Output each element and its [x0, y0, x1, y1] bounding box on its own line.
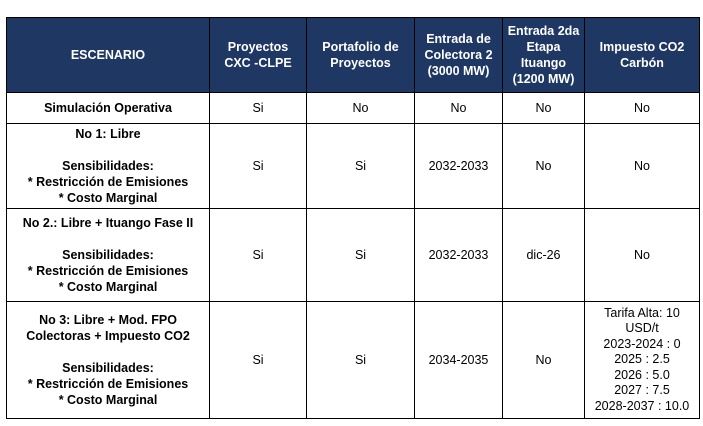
- table-cell: Si: [306, 208, 415, 302]
- sensitivity-item: * Restricción de Emisiones: [27, 264, 189, 278]
- table-row: Simulación Operativa Si No No No No: [6, 92, 700, 124]
- sensitivities-label: Sensibilidades:: [62, 361, 154, 375]
- line-spacer: [10, 344, 206, 360]
- scenario-cell: No 1: Libre Sensibilidades: * Restricció…: [6, 123, 210, 209]
- co2-tariff-line: 2025 : 2.5: [614, 352, 670, 367]
- table-cell: No: [584, 123, 700, 209]
- table-cell: Si: [209, 301, 307, 419]
- co2-tariff-line: 2028-2037 : 10.0: [594, 398, 690, 413]
- table-cell: No: [502, 123, 585, 209]
- table-cell: Si: [306, 301, 415, 419]
- table-cell: No: [306, 92, 415, 124]
- table-cell: No: [502, 301, 585, 419]
- table-header-row: ESCENARIO Proyectos CXC -CLPE Portafolio…: [6, 17, 700, 93]
- line-spacer: [10, 231, 206, 247]
- header-proyectos-cxc-clpe: Proyectos CXC -CLPE: [209, 17, 307, 93]
- scenario-title: Simulación Operativa: [44, 101, 172, 115]
- table-cell: Si: [209, 123, 307, 209]
- header-entrada-ituango: Entrada 2da Etapa Ituango (1200 MW): [502, 17, 585, 93]
- co2-tariff-line: Tarifa Alta: 10 USD/t: [604, 305, 680, 336]
- header-escenario: ESCENARIO: [6, 17, 210, 93]
- sensitivities-label: Sensibilidades:: [62, 159, 154, 173]
- sensitivity-item: * Costo Marginal: [58, 280, 158, 294]
- table-cell: No: [584, 92, 700, 124]
- table-cell: Si: [209, 92, 307, 124]
- table-cell: Si: [306, 123, 415, 209]
- table-cell: No: [584, 208, 700, 302]
- table-cell: No: [414, 92, 503, 124]
- scenario-title: No 3: Libre + Mod. FPO Colectoras + Impu…: [26, 313, 190, 343]
- table-row: No 2.: Libre + Ituango Fase II Sensibili…: [6, 208, 700, 302]
- table-cell: 2032-2033: [414, 208, 503, 302]
- scenario-cell: Simulación Operativa: [6, 92, 210, 124]
- line-spacer: [10, 142, 206, 158]
- table-cell: 2034-2035: [414, 301, 503, 419]
- co2-tariff-line: 2023-2024 : 0: [603, 336, 681, 351]
- co2-tax-cell: Tarifa Alta: 10 USD/t 2023-2024 : 0 2025…: [584, 301, 700, 419]
- scenario-title: No 2.: Libre + Ituango Fase II: [22, 216, 194, 230]
- header-entrada-colectora-2: Entrada de Colectora 2 (3000 MW): [414, 17, 503, 93]
- scenario-cell: No 3: Libre + Mod. FPO Colectoras + Impu…: [6, 301, 210, 419]
- co2-tariff-line: 2026 : 5.0: [614, 367, 670, 382]
- sensitivities-label: Sensibilidades:: [62, 248, 154, 262]
- sensitivity-item: * Costo Marginal: [58, 191, 158, 205]
- scenario-cell: No 2.: Libre + Ituango Fase II Sensibili…: [6, 208, 210, 302]
- scenario-table: ESCENARIO Proyectos CXC -CLPE Portafolio…: [6, 17, 700, 419]
- header-impuesto-co2: Impuesto CO2 Carbón: [584, 17, 700, 93]
- scenario-title: No 1: Libre: [75, 127, 141, 141]
- sensitivity-item: * Restricción de Emisiones: [27, 377, 189, 391]
- table-cell: 2032-2033: [414, 123, 503, 209]
- co2-tariff-line: 2027 : 7.5: [614, 383, 670, 398]
- table-row: No 1: Libre Sensibilidades: * Restricció…: [6, 123, 700, 209]
- table-cell: Si: [209, 208, 307, 302]
- table-row: No 3: Libre + Mod. FPO Colectoras + Impu…: [6, 301, 700, 419]
- table-cell: dic-26: [502, 208, 585, 302]
- sensitivity-item: * Restricción de Emisiones: [27, 175, 189, 189]
- sensitivity-item: * Costo Marginal: [58, 393, 158, 407]
- table-cell: No: [502, 92, 585, 124]
- header-portafolio-proyectos: Portafolio de Proyectos: [306, 17, 415, 93]
